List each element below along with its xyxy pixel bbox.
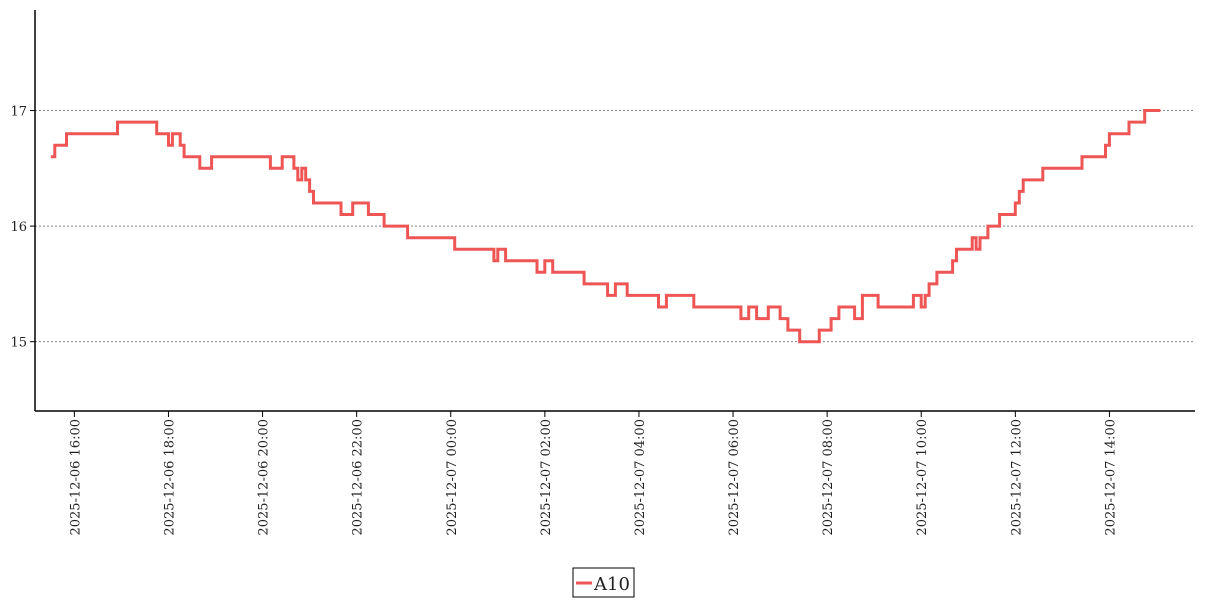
x-tick-label: 2025-12-07 08:00	[821, 419, 836, 536]
x-tick-label: 2025-12-07 04:00	[633, 419, 648, 536]
x-ticks: 2025-12-06 16:00 2025-12-06 18:00 2025-12-…	[68, 411, 1118, 536]
series-lines	[50, 109, 1161, 344]
x-tick-label: 2025-12-07 06:00	[727, 419, 742, 536]
x-tick-label: 2025-12-07 00:00	[445, 419, 460, 536]
x-tick-label: 2025-12-07 02:00	[539, 419, 554, 536]
x-tick-label: 2025-12-06 20:00	[257, 419, 272, 536]
y-tick-label: 16	[10, 220, 27, 235]
x-tick-label: 2025-12-07 14:00	[1103, 419, 1118, 536]
x-tick-label: 2025-12-07 10:00	[915, 419, 930, 536]
x-tick-label: 2025-12-07 12:00	[1009, 419, 1024, 536]
y-tick-label: 17	[10, 105, 27, 120]
x-tick-label: 2025-12-06 18:00	[162, 419, 177, 536]
legend: A10	[572, 567, 635, 598]
y-ticks: 15 16 17	[10, 105, 35, 351]
legend-label-a10: A10	[593, 574, 630, 595]
x-tick-label: 2025-12-06 16:00	[68, 419, 83, 536]
x-tick-label: 2025-12-06 22:00	[351, 419, 366, 536]
y-tick-label: 15	[10, 336, 27, 351]
series-line-a10	[50, 109, 1161, 344]
gridlines	[35, 110, 1195, 343]
